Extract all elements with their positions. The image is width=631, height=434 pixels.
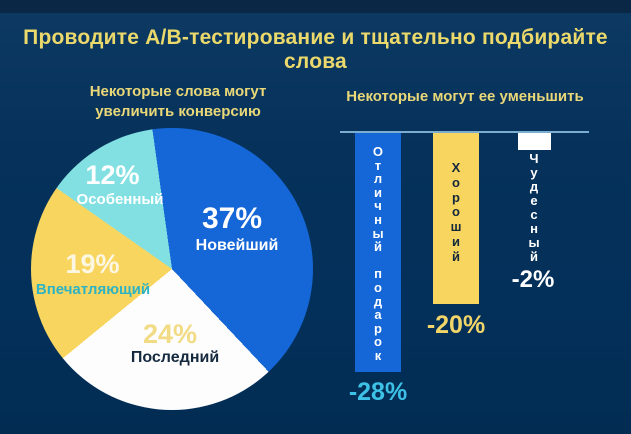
bar-value-khoroshiy: -20% [426,311,486,339]
pie-section-heading: Некоторые слова могут увеличить конверси… [89,83,267,120]
pie-value-posledniy: 24% [142,319,198,349]
pie-value-noveyshiy: 37% [201,202,263,235]
bar-value-otlichny-podarok: -28% [348,378,408,406]
pie-label-noveyshiy: Новейший [195,237,279,254]
pie-label-osobenny: Особенный [76,191,164,208]
bar-section-heading: Некоторые могут ее уменьшить [346,88,584,105]
pie-value-vpechatlyayushchiy: 19% [65,249,120,279]
pie-chart [31,128,313,410]
pie-value-osobenny: 12% [85,160,140,190]
bar-value-chudesny: -2% [511,266,555,293]
bar-chudesny [518,133,551,151]
pie-label-vpechatlyayushchiy: Впечатляющий [35,281,151,298]
bar-chart-baseline [340,131,589,133]
pie-label-posledniy: Последний [130,349,220,366]
page-title: Проводите А/В-тестирование и тщательно п… [23,26,608,73]
top-strip [0,0,631,13]
